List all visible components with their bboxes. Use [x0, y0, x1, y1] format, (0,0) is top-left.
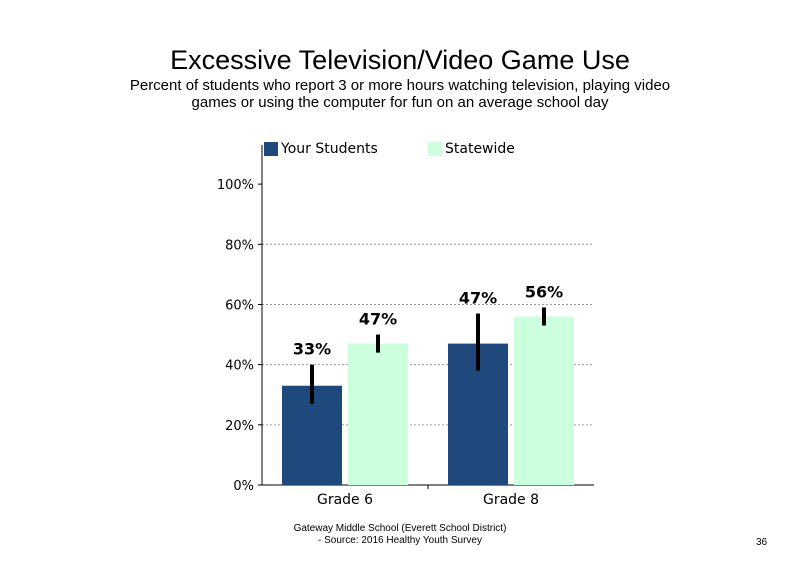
- data-label-statewide-2: 56%: [525, 282, 563, 301]
- footer-line-school: Gateway Middle School (Everett School Di…: [293, 523, 507, 534]
- x-tick-label-1: Grade 6: [317, 492, 373, 508]
- page-number: 36: [756, 537, 768, 548]
- bar-statewide-2: [514, 316, 574, 485]
- y-tick-label-20: 20%: [225, 419, 254, 434]
- y-tick-label-100: 100%: [217, 178, 254, 193]
- chart-title: Excessive Television/Video Game Use: [170, 45, 630, 75]
- legend-label-your-students: Your Students: [281, 141, 378, 157]
- data-label-your-students-2: 47%: [459, 288, 497, 307]
- data-label-statewide-1: 47%: [359, 310, 397, 329]
- legend-label-statewide: Statewide: [445, 141, 515, 157]
- footer: Gateway Middle School (Everett School Di…: [200, 523, 600, 547]
- x-tick-label-2: Grade 8: [483, 492, 539, 508]
- y-tick-label-40: 40%: [225, 359, 254, 374]
- legend-swatch-statewide: [428, 142, 442, 156]
- legend-item-statewide: Statewide: [428, 141, 515, 157]
- y-tick-label-60: 60%: [225, 298, 254, 313]
- y-tick-label-80: 80%: [225, 238, 254, 253]
- footer-line-source: - Source: 2016 Healthy Youth Survey: [318, 535, 482, 546]
- legend-swatch-your-students: [264, 142, 278, 156]
- legend-item-your-students: Your Students: [264, 141, 378, 157]
- bar-statewide-1: [348, 343, 408, 485]
- y-tick-label-0: 0%: [233, 479, 254, 494]
- data-label-your-students-1: 33%: [293, 340, 331, 359]
- chart-subtitle: Percent of students who report 3 or more…: [129, 77, 671, 111]
